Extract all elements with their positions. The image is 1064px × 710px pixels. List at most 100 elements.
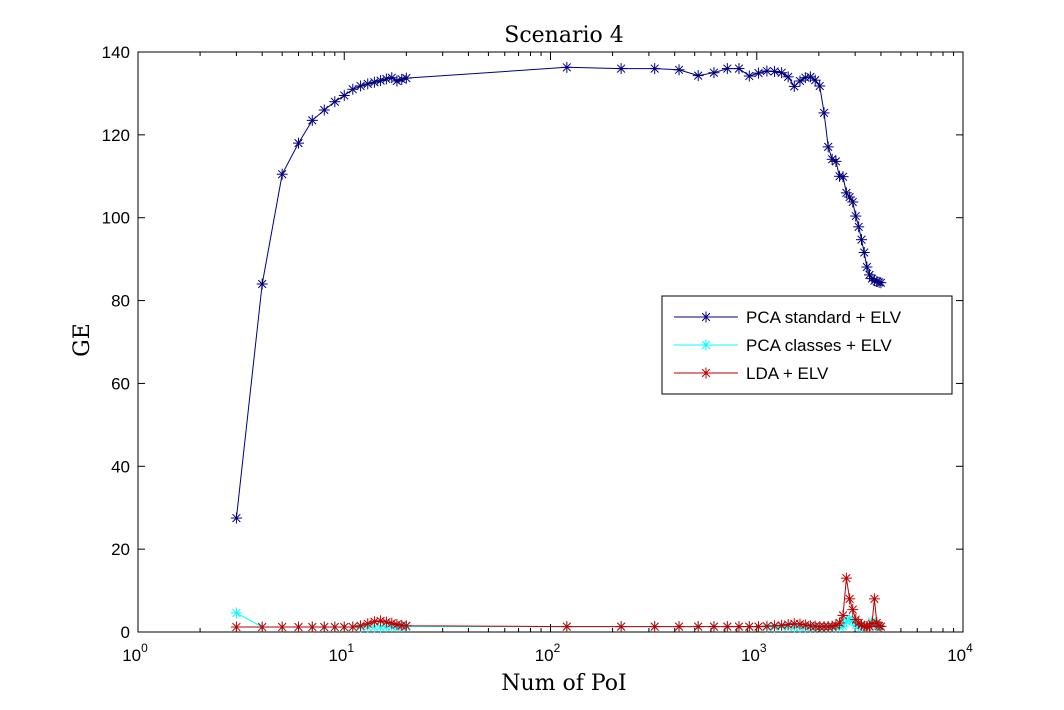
x-tick-exponent: 0 [141, 641, 148, 655]
data-point-marker [708, 67, 720, 79]
y-tick-label: 80 [111, 292, 130, 311]
data-point-marker [743, 621, 755, 633]
legend-item: PCA classes + ELV [674, 336, 892, 355]
x-tick-label: 103 [741, 641, 767, 665]
y-tick-label: 100 [102, 209, 130, 228]
data-point-marker [615, 63, 627, 75]
data-point-marker [873, 620, 885, 632]
x-tick-base: 10 [741, 646, 760, 665]
data-point-marker [822, 141, 834, 153]
y-tick-label: 20 [111, 540, 130, 559]
data-point-marker [347, 83, 359, 95]
data-point-marker [306, 114, 318, 126]
data-point-marker [338, 90, 350, 101]
data-point-marker [840, 572, 852, 584]
y-tick-label: 40 [111, 457, 130, 476]
data-point-marker [355, 80, 367, 92]
data-point-marker [875, 621, 887, 633]
data-point-marker [858, 247, 870, 259]
legend: PCA standard + ELV PCA classes + ELV LDA +… [661, 295, 953, 395]
data-point-marker [329, 96, 341, 108]
x-tick-exponent: 2 [554, 641, 561, 655]
data-point-marker [776, 67, 788, 79]
x-tick-exponent: 1 [347, 641, 354, 655]
data-point-marker [391, 75, 403, 87]
x-tick-base: 10 [535, 646, 554, 665]
data-point-marker [347, 621, 359, 633]
data-point-marker [782, 71, 794, 83]
x-tick-base: 10 [122, 646, 141, 665]
legend-marker [700, 339, 712, 351]
legend-item: LDA + ELV [674, 364, 829, 383]
series-layer [230, 61, 887, 633]
legend-item: PCA standard + ELV [674, 308, 902, 327]
data-point-marker [292, 137, 304, 149]
chart-title: Scenario 4 [504, 23, 624, 48]
x-axis: 100 101 102 103 104 [122, 52, 973, 665]
data-point-marker [318, 621, 330, 633]
data-point-marker [847, 196, 859, 208]
data-point-marker [847, 604, 859, 616]
data-point-marker [782, 619, 794, 631]
data-point-marker [368, 76, 380, 88]
data-point-marker [362, 78, 374, 90]
x-tick-label: 104 [947, 641, 973, 665]
x-tick-label: 101 [328, 641, 354, 665]
data-point-marker [230, 621, 242, 633]
data-point-marker [875, 277, 887, 289]
data-point-marker [230, 512, 242, 524]
data-point-marker [561, 61, 573, 73]
data-point-marker [844, 191, 856, 203]
x-tick-base: 10 [328, 646, 347, 665]
series-3 [230, 572, 887, 633]
data-point-marker [837, 171, 849, 183]
data-point-marker [743, 70, 755, 82]
x-tick-exponent: 4 [966, 641, 973, 655]
data-point-marker [708, 621, 720, 633]
data-point-marker [692, 621, 704, 633]
y-tick-label: 140 [102, 43, 130, 62]
y-axis-label: GE [70, 323, 95, 357]
data-point-marker [721, 63, 733, 75]
data-point-marker [400, 72, 412, 84]
y-tick-label: 0 [121, 623, 130, 642]
data-point-marker [673, 64, 685, 76]
data-point-marker [721, 621, 733, 633]
legend-label: PCA classes + ELV [746, 336, 892, 355]
data-point-marker [868, 593, 880, 605]
data-point-marker [853, 221, 865, 233]
x-axis-label: Num of PoI [501, 671, 627, 696]
data-point-marker [834, 617, 846, 629]
data-point-marker [256, 278, 268, 290]
data-point-marker [386, 72, 398, 84]
legend-marker [700, 311, 712, 323]
data-point-marker [561, 621, 573, 633]
data-point-marker [850, 210, 862, 222]
data-point-marker [386, 617, 398, 629]
legend-label: PCA standard + ELV [746, 308, 902, 327]
data-point-marker [844, 593, 856, 605]
data-point-marker [769, 65, 781, 77]
data-point-marker [837, 609, 849, 621]
data-point-marker [355, 620, 367, 632]
series-1 [230, 61, 887, 524]
data-point-marker [256, 621, 268, 633]
data-point-marker [649, 621, 661, 633]
x-tick-base: 10 [947, 646, 966, 665]
data-point-marker [830, 619, 842, 631]
data-point-marker [830, 155, 842, 167]
data-point-marker [400, 620, 412, 632]
data-point-marker [318, 104, 330, 116]
data-point-marker [761, 65, 773, 77]
x-tick-label: 100 [122, 641, 148, 665]
data-point-marker [329, 621, 341, 633]
data-point-marker [276, 621, 288, 633]
legend-marker [700, 367, 712, 379]
y-tick-label: 60 [111, 374, 130, 393]
data-point-marker [615, 621, 627, 633]
data-point-marker [692, 70, 704, 82]
data-point-marker [809, 74, 821, 86]
data-point-marker [753, 67, 765, 79]
x-tick-label: 102 [535, 641, 561, 665]
